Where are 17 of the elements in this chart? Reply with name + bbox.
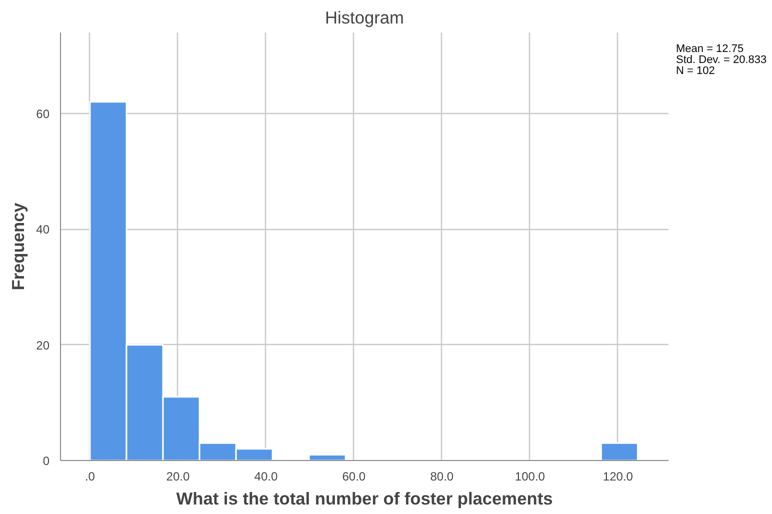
x-tick-label: 80.0: [430, 470, 454, 484]
text: Std. Dev. = 20.833: [676, 54, 767, 66]
y-axis-title: Frequency: [8, 202, 28, 290]
x-tick-label: .0: [84, 470, 96, 484]
x-axis-title: What is the total number of foster placements: [176, 488, 553, 508]
text: Mean = 12.75: [676, 43, 744, 55]
text: N = 102: [676, 65, 715, 77]
y-tick-label: 60: [36, 106, 50, 121]
x-tick-label: 60.0: [342, 470, 366, 484]
x-tick-label: 40.0: [254, 470, 278, 484]
y-tick-label: 20: [36, 338, 50, 352]
x-tick-label: 20.0: [166, 470, 190, 484]
x-tick-label: 100.0: [514, 470, 546, 484]
y-tick-label: 0: [42, 454, 50, 468]
y-tick-label: 40: [36, 222, 50, 237]
x-tick-label: 120.0: [602, 470, 634, 484]
chart-title: Histogram: [325, 8, 404, 28]
